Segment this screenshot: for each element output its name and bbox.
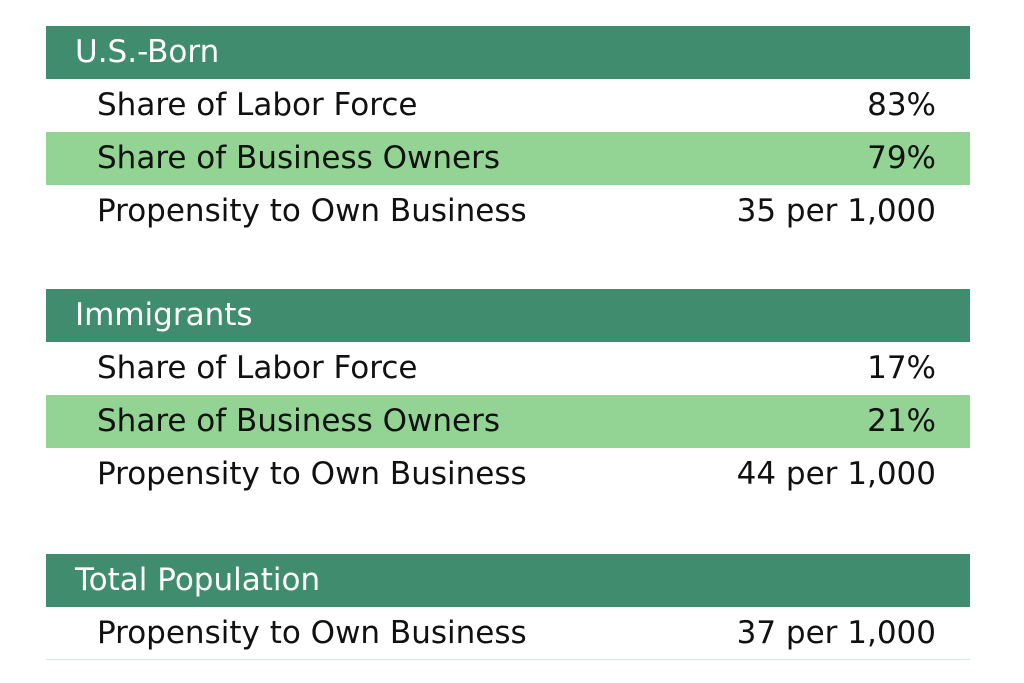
row-value: 17% — [867, 350, 936, 386]
group-total-population: Total Population Propensity to Own Busin… — [46, 554, 970, 660]
row-value: 21% — [867, 403, 936, 439]
table-row: Propensity to Own Business 35 per 1,000 — [46, 185, 970, 238]
row-label: Propensity to Own Business — [97, 615, 527, 651]
group-header: Total Population — [46, 554, 970, 607]
row-label: Share of Business Owners — [97, 403, 500, 439]
table-row: Share of Business Owners 21% — [46, 395, 970, 448]
group-us-born: U.S.-Born Share of Labor Force 83% Share … — [46, 26, 970, 238]
row-value: 83% — [867, 87, 936, 123]
row-label: Share of Labor Force — [97, 87, 418, 123]
bottom-divider — [46, 659, 970, 660]
row-value: 37 per 1,000 — [736, 615, 936, 651]
group-header: Immigrants — [46, 289, 970, 342]
table-row: Share of Labor Force 83% — [46, 79, 970, 132]
row-label: Propensity to Own Business — [97, 456, 527, 492]
row-value: 35 per 1,000 — [736, 193, 936, 229]
row-value: 79% — [867, 140, 936, 176]
group-immigrants: Immigrants Share of Labor Force 17% Share… — [46, 289, 970, 501]
table-row: Share of Business Owners 79% — [46, 132, 970, 185]
group-header: U.S.-Born — [46, 26, 970, 79]
row-label: Propensity to Own Business — [97, 193, 527, 229]
table-row: Propensity to Own Business 37 per 1,000 — [46, 607, 970, 660]
row-value: 44 per 1,000 — [736, 456, 936, 492]
row-label: Share of Labor Force — [97, 350, 418, 386]
table-row: Share of Labor Force 17% — [46, 342, 970, 395]
row-label: Share of Business Owners — [97, 140, 500, 176]
table-row: Propensity to Own Business 44 per 1,000 — [46, 448, 970, 501]
